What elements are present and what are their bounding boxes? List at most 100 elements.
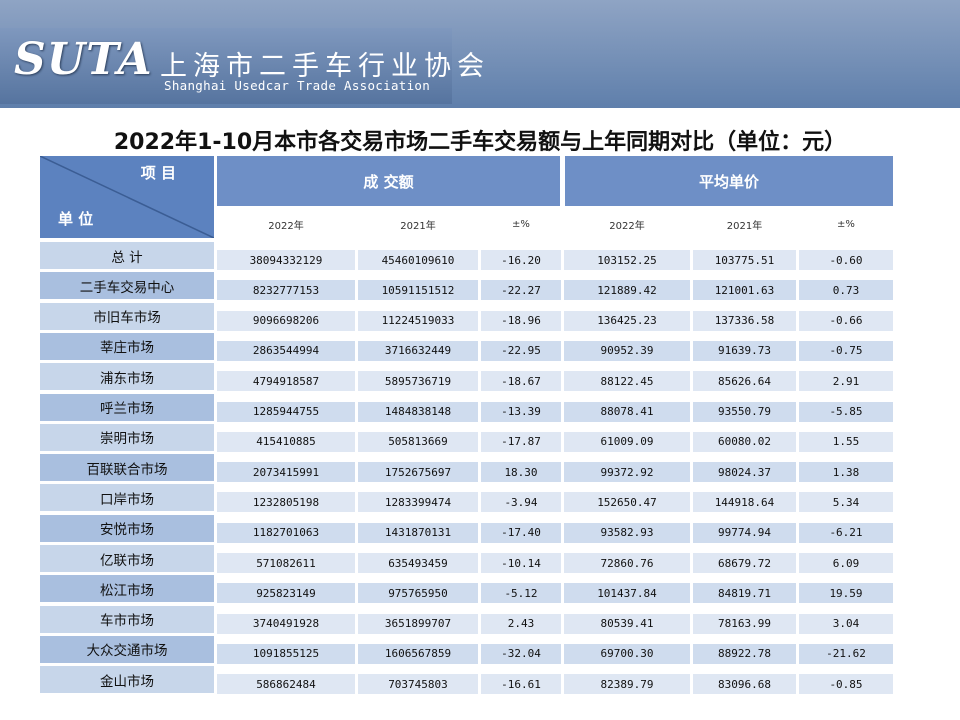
cell-price-pct: 0.73 (799, 280, 893, 301)
row-label: 松江市场 (40, 575, 214, 603)
row-label: 呼兰市场 (40, 393, 214, 421)
cell-price-2021: 99774.94 (693, 522, 796, 543)
table-row: 二手车交易中心 8232777153 10591151512 -22.27 121889… (40, 272, 896, 302)
cell-price-2021: 60080.02 (693, 431, 796, 452)
cell-price-pct: 1.55 (799, 431, 893, 452)
row-label: 浦东市场 (40, 363, 214, 391)
cell-price-2021: 121001.63 (693, 280, 796, 301)
table-row: 大众交通市场 1091855125 1606567859 -32.04 69700.30… (40, 635, 896, 666)
cell-amount-2021: 45460109610 (358, 250, 478, 270)
cell-price-2022: 103152.25 (564, 250, 690, 270)
cell-amount-pct: -32.04 (481, 643, 561, 664)
cell-price-2021: 91639.73 (693, 340, 796, 361)
cell-price-2022: 99372.92 (564, 462, 690, 483)
row-label: 二手车交易中心 (40, 272, 214, 300)
cell-amount-2022: 571082611 (217, 553, 355, 573)
row-label: 安悦市场 (40, 514, 214, 542)
cell-price-2022: 121889.42 (564, 280, 690, 301)
row-label: 车市市场 (40, 605, 214, 633)
col-header-amount-pct: ±% (481, 211, 561, 238)
cell-amount-pct: 18.30 (481, 462, 561, 483)
page-title: 2022年1-10月本市各交易市场二手车交易额与上年同期对比（单位：元） (113, 130, 847, 155)
cell-amount-2021: 5895736719 (358, 371, 478, 392)
cell-amount-pct: 2.43 (481, 613, 561, 634)
col-header-price-2021: 2021年 (693, 211, 796, 238)
cell-price-pct: 2.91 (799, 371, 893, 392)
cell-price-2021: 103775.51 (693, 250, 796, 270)
row-label: 口岸市场 (40, 484, 214, 512)
cell-price-2021: 85626.64 (693, 371, 796, 392)
cell-amount-2021: 10591151512 (358, 280, 478, 301)
cell-price-2022: 136425.23 (564, 310, 690, 331)
cell-price-2021: 144918.64 (693, 492, 796, 513)
cell-price-pct: -0.66 (799, 310, 893, 331)
cell-amount-2022: 415410885 (217, 431, 355, 452)
cell-price-2021: 88922.78 (693, 643, 796, 664)
cell-amount-2021: 975765950 (358, 583, 478, 604)
logo-text: SUTA (14, 34, 153, 85)
cell-amount-2022: 38094332129 (217, 250, 355, 270)
cell-amount-pct: -13.39 (481, 401, 561, 422)
cell-amount-pct: -16.61 (481, 674, 561, 695)
cell-amount-2022: 9096698206 (217, 310, 355, 331)
cell-price-2021: 68679.72 (693, 553, 796, 573)
table-row: 松江市场 925823149 975765950 -5.12 101437.84 8481… (40, 575, 896, 605)
cell-amount-2022: 1182701063 (217, 522, 355, 543)
cell-price-2022: 93582.93 (564, 522, 690, 543)
cell-amount-2022: 2073415991 (217, 462, 355, 483)
cell-price-pct: -6.21 (799, 522, 893, 543)
cell-price-pct: -21.62 (799, 643, 893, 664)
cell-price-pct: 3.04 (799, 613, 893, 634)
col-header-price-pct: ±% (799, 211, 893, 238)
cell-price-2021: 98024.37 (693, 462, 796, 483)
row-label: 金山市场 (40, 666, 214, 694)
group-header-amount: 成 交额 (217, 156, 560, 206)
cell-amount-2021: 3651899707 (358, 613, 478, 634)
cell-price-pct: -0.60 (799, 250, 893, 270)
table-row: 安悦市场 1182701063 1431870131 -17.40 93582.93 99… (40, 514, 896, 545)
cell-amount-pct: -16.20 (481, 250, 561, 270)
corner-bottom-label: 单 位 (58, 210, 94, 228)
cell-price-2021: 78163.99 (693, 613, 796, 634)
cell-amount-pct: -17.87 (481, 431, 561, 452)
cell-amount-pct: -18.67 (481, 371, 561, 392)
cell-amount-2021: 11224519033 (358, 310, 478, 331)
cell-amount-2022: 8232777153 (217, 280, 355, 301)
cell-amount-2021: 703745803 (358, 674, 478, 695)
table-row: 呼兰市场 1285944755 1484838148 -13.39 88078.41 93… (40, 393, 896, 424)
corner-header: 项 目 单 位 (40, 156, 214, 238)
cell-amount-2021: 3716632449 (358, 340, 478, 361)
cell-price-2022: 90952.39 (564, 340, 690, 361)
cell-price-2022: 80539.41 (564, 613, 690, 634)
cell-amount-pct: -18.96 (481, 310, 561, 331)
cell-price-pct: -5.85 (799, 401, 893, 422)
cell-amount-2022: 1091855125 (217, 643, 355, 664)
cell-amount-2022: 3740491928 (217, 613, 355, 634)
cell-amount-pct: -22.27 (481, 280, 561, 301)
table-row: 百联联合市场 2073415991 1752675697 18.30 99372.92 9… (40, 454, 896, 484)
table-row: 市旧车市场 9096698206 11224519033 -18.96 136425.2… (40, 302, 896, 333)
cell-price-2021: 93550.79 (693, 401, 796, 422)
cell-amount-2021: 1606567859 (358, 643, 478, 664)
cell-price-2022: 61009.09 (564, 431, 690, 452)
group-header-price: 平均单价 (565, 156, 893, 206)
cell-amount-2021: 1283399474 (358, 492, 478, 513)
diagonal-divider (40, 156, 214, 238)
table-row: 车市市场 3740491928 3651899707 2.43 80539.41 7816… (40, 605, 896, 636)
cell-price-pct: -0.85 (799, 674, 893, 695)
cell-amount-2021: 1431870131 (358, 522, 478, 543)
row-label: 崇明市场 (40, 423, 214, 451)
table-row: 金山市场 586862484 703745803 -16.61 82389.79 8309… (40, 666, 896, 696)
cell-amount-2021: 1484838148 (358, 401, 478, 422)
cell-price-pct: -0.75 (799, 340, 893, 361)
row-label: 亿联市场 (40, 545, 214, 572)
cell-amount-2022: 4794918587 (217, 371, 355, 392)
cell-price-2022: 152650.47 (564, 492, 690, 513)
row-label: 百联联合市场 (40, 454, 214, 482)
row-label: 大众交通市场 (40, 635, 214, 663)
cell-price-2022: 69700.30 (564, 643, 690, 664)
col-header-amount-2022: 2022年 (217, 211, 355, 238)
cell-price-2022: 88122.45 (564, 371, 690, 392)
cell-amount-pct: -5.12 (481, 583, 561, 604)
cell-amount-2021: 635493459 (358, 553, 478, 573)
